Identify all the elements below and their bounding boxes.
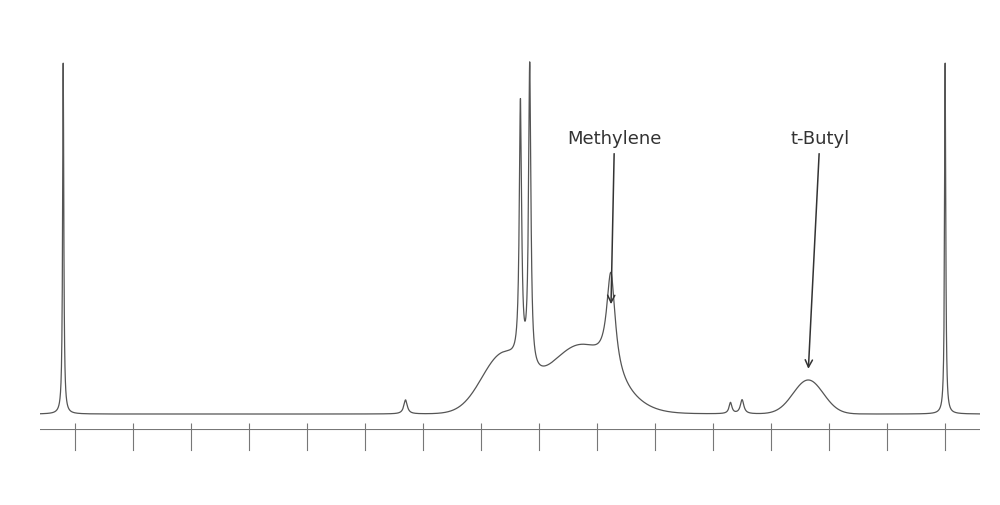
Text: Methylene: Methylene <box>567 130 662 302</box>
Text: t-Butyl: t-Butyl <box>790 130 849 367</box>
